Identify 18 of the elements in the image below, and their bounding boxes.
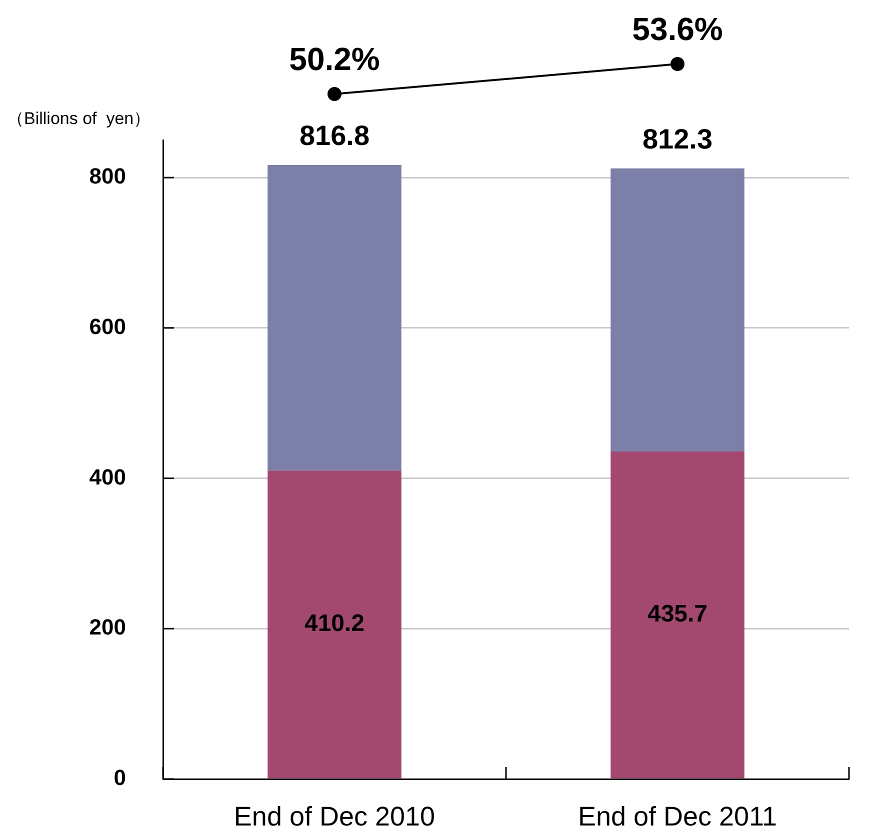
data-label: 435.7 <box>647 600 708 628</box>
bar <box>610 168 744 452</box>
bar <box>268 470 402 778</box>
y-tick-label: 400 <box>89 464 126 490</box>
y-tick-label: 800 <box>89 164 126 189</box>
bar <box>268 164 402 471</box>
y-tick-label: 600 <box>89 314 126 340</box>
x-tick-label: End of Dec 2010 <box>234 802 436 832</box>
y-tick-label: 200 <box>89 614 126 640</box>
data-label: 50.2% <box>289 41 380 77</box>
data-label: 410.2 <box>304 610 365 638</box>
y-axis-title: （Billions of yen） <box>7 109 151 128</box>
total-label: 812.3 <box>642 123 713 154</box>
data-label: 53.6% <box>632 11 723 47</box>
y-tick-label: 0 <box>114 765 126 790</box>
bar <box>610 451 744 778</box>
x-tick-label: End of Dec 2011 <box>578 802 778 832</box>
total-label: 816.8 <box>299 120 370 151</box>
